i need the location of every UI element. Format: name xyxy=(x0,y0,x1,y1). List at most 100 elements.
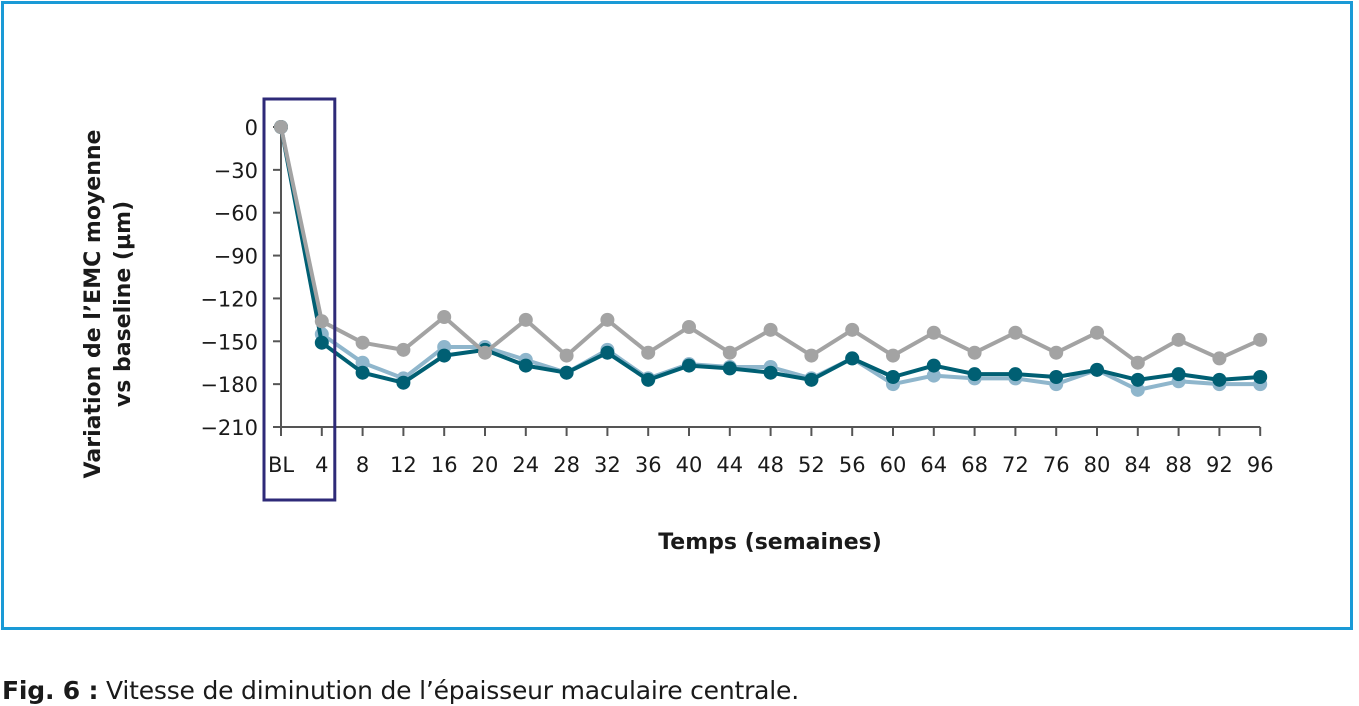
data-point xyxy=(926,325,941,340)
data-point xyxy=(1253,370,1268,384)
data-point xyxy=(355,365,370,380)
data-point xyxy=(1171,367,1186,382)
data-point xyxy=(314,314,329,329)
data-point xyxy=(722,361,737,376)
y-axis-title-line-1: Variation de l’EMC moyenne xyxy=(81,130,106,479)
data-point xyxy=(1049,345,1064,360)
data-point xyxy=(845,351,860,366)
data-point xyxy=(478,345,492,360)
data-point xyxy=(763,322,778,337)
data-point xyxy=(641,345,656,360)
x-tick-label: 12 xyxy=(390,453,417,477)
data-point xyxy=(682,320,696,334)
x-tick-label: 52 xyxy=(798,453,825,477)
y-tick-label: −210 xyxy=(200,416,258,440)
data-point xyxy=(1090,325,1104,340)
data-point xyxy=(886,348,900,363)
x-tick-label: 20 xyxy=(472,453,499,477)
data-point xyxy=(641,372,656,387)
x-tick-label: 44 xyxy=(716,453,743,477)
data-point xyxy=(314,335,329,350)
data-point xyxy=(967,345,982,360)
data-point xyxy=(1130,355,1145,370)
data-point xyxy=(1049,370,1064,384)
x-tick-label: 92 xyxy=(1206,453,1233,477)
data-point xyxy=(355,335,370,350)
y-axis-title: Variation de l’EMC moyenne vs baseline (… xyxy=(81,130,136,479)
data-point xyxy=(804,348,819,363)
data-point xyxy=(396,342,411,357)
data-point xyxy=(518,312,533,327)
data-point xyxy=(967,367,982,382)
x-tick-label: 60 xyxy=(880,453,907,477)
data-point xyxy=(1212,372,1227,387)
y-tick-label: −180 xyxy=(200,373,258,397)
data-point xyxy=(600,312,615,327)
data-point xyxy=(1090,362,1104,377)
y-tick-label: −120 xyxy=(200,287,258,311)
x-tick-label: 72 xyxy=(1002,453,1029,477)
figure-caption: Fig. 6 : Vitesse de diminution de l’épai… xyxy=(2,676,799,705)
data-point xyxy=(1212,351,1227,366)
caption-label: Fig. 6 : xyxy=(2,676,99,705)
x-tick-label: 56 xyxy=(839,453,866,477)
series-1 xyxy=(274,120,1268,397)
series-layer xyxy=(274,120,1268,397)
data-point xyxy=(926,368,941,383)
y-tick-label: −60 xyxy=(214,202,258,226)
data-point xyxy=(682,358,696,373)
data-point xyxy=(437,348,452,363)
x-tick-label: 40 xyxy=(676,453,703,477)
series-3 xyxy=(274,120,1268,370)
data-point xyxy=(559,348,574,363)
x-tick-label: BL xyxy=(268,453,294,477)
y-axis-title-line-2: vs baseline (µm) xyxy=(111,201,136,407)
data-point xyxy=(886,370,900,384)
x-tick-label: 68 xyxy=(961,453,988,477)
x-tick-label: 64 xyxy=(920,453,947,477)
data-point xyxy=(559,365,574,380)
line-chart: Variation de l’EMC moyenne vs baseline (… xyxy=(81,97,1274,555)
caption-text: Vitesse de diminution de l’épaisseur mac… xyxy=(98,676,799,705)
x-tick-label: 16 xyxy=(431,453,458,477)
x-tick-label: 36 xyxy=(635,453,662,477)
data-point xyxy=(926,358,941,373)
x-tick-label: 8 xyxy=(356,453,369,477)
data-point xyxy=(437,310,452,324)
data-point xyxy=(355,355,370,370)
x-tick-label: 80 xyxy=(1084,453,1111,477)
x-tick-label: 48 xyxy=(757,453,784,477)
data-point xyxy=(600,345,615,360)
x-tick-label: 84 xyxy=(1124,453,1151,477)
data-point xyxy=(274,120,288,134)
y-tick-label: −90 xyxy=(214,245,258,269)
y-tick-label: 0 xyxy=(245,116,258,140)
data-point xyxy=(804,372,819,387)
x-axis-title: Temps (semaines) xyxy=(658,530,882,555)
data-point xyxy=(396,375,411,390)
x-tick-label: 28 xyxy=(553,453,580,477)
data-point xyxy=(1253,332,1268,347)
x-tick-label: 32 xyxy=(594,453,621,477)
data-point xyxy=(763,365,778,380)
data-point xyxy=(845,322,860,337)
y-tick-label: −30 xyxy=(214,159,258,183)
data-point xyxy=(1171,332,1186,347)
x-tick-label: 24 xyxy=(512,453,539,477)
highlight-layer xyxy=(262,97,337,502)
x-tick-label: 96 xyxy=(1247,453,1274,477)
x-tick-label: 4 xyxy=(315,453,328,477)
data-point xyxy=(1008,325,1023,340)
data-point xyxy=(722,345,737,360)
x-tick-label: 76 xyxy=(1043,453,1070,477)
y-tick-label: −150 xyxy=(200,330,258,354)
series-line xyxy=(279,126,1261,392)
figure-frame: Variation de l’EMC moyenne vs baseline (… xyxy=(1,1,1353,630)
data-point xyxy=(1008,367,1023,382)
data-point xyxy=(1130,372,1145,387)
x-tick-label: 88 xyxy=(1165,453,1192,477)
data-point xyxy=(518,358,533,373)
data-point xyxy=(1130,382,1145,397)
highlight-box xyxy=(262,97,337,502)
